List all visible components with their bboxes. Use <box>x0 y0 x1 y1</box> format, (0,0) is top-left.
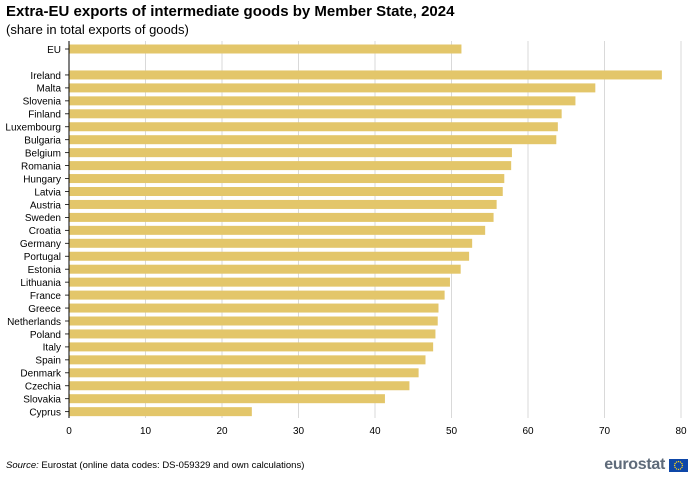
x-tick-label: 10 <box>140 426 152 437</box>
bar <box>69 264 461 274</box>
category-label: Estonia <box>28 265 62 276</box>
eurostat-wordmark: eurostat <box>604 456 665 473</box>
bar <box>69 225 486 235</box>
bar <box>69 381 410 391</box>
category-label: Bulgaria <box>24 136 61 147</box>
x-tick-label: 80 <box>675 426 687 437</box>
bar <box>69 212 494 222</box>
category-label: Slovakia <box>23 395 61 406</box>
bar <box>69 199 497 209</box>
bar <box>69 316 438 326</box>
x-tick-label: 60 <box>522 426 534 437</box>
eurostat-logo: eurostat <box>604 456 688 474</box>
bar <box>69 238 473 248</box>
bar <box>69 368 419 378</box>
bar <box>69 96 576 106</box>
category-label: Czechia <box>25 382 62 393</box>
bar <box>69 161 512 171</box>
category-label: Slovenia <box>23 97 62 108</box>
category-label: Malta <box>37 84 62 95</box>
category-label: Belgium <box>25 148 61 159</box>
category-label: Germany <box>20 239 61 250</box>
source-text: Eurostat (online data codes: DS-059329 a… <box>38 460 305 471</box>
bar <box>69 44 462 54</box>
bar <box>69 174 505 184</box>
bar <box>69 394 385 404</box>
bar <box>69 303 439 313</box>
category-label: Lithuania <box>20 278 61 289</box>
bar <box>69 135 557 145</box>
bar <box>69 355 426 365</box>
category-label: Portugal <box>24 252 61 263</box>
category-label: Poland <box>30 330 61 341</box>
category-label: Greece <box>28 304 61 315</box>
category-label: Cyprus <box>29 407 61 418</box>
x-tick-label: 30 <box>293 426 305 437</box>
bar <box>69 187 503 196</box>
x-tick-label: 20 <box>216 426 228 437</box>
bar <box>69 122 558 132</box>
bar <box>69 329 436 339</box>
source-label: Source: <box>6 460 39 471</box>
category-label: Ireland <box>30 71 61 82</box>
category-label: Netherlands <box>7 317 61 328</box>
category-label: Italy <box>43 343 61 354</box>
category-label: France <box>30 291 62 302</box>
bar <box>69 277 450 287</box>
x-tick-label: 40 <box>369 426 381 437</box>
chart-subtitle: (share in total exports of goods) <box>6 22 189 37</box>
bar <box>69 109 562 119</box>
eu-flag-icon <box>669 458 688 472</box>
category-label: Romania <box>21 161 61 172</box>
category-label: Sweden <box>25 213 61 224</box>
bar <box>69 70 662 80</box>
chart-title: Extra-EU exports of intermediate goods b… <box>6 3 455 20</box>
category-label: Croatia <box>29 226 62 237</box>
category-label: Finland <box>28 110 61 121</box>
source-note: Source: Eurostat (online data codes: DS-… <box>6 460 304 471</box>
x-tick-label: 0 <box>66 426 72 437</box>
x-tick-label: 50 <box>446 426 458 437</box>
category-label: Austria <box>30 200 62 211</box>
bar <box>69 148 512 158</box>
category-label: EU <box>47 45 61 56</box>
category-label: Latvia <box>34 187 61 198</box>
x-tick-label: 70 <box>599 426 611 437</box>
bar <box>69 342 434 352</box>
bar <box>69 407 252 417</box>
category-label: Luxembourg <box>5 123 61 134</box>
category-label: Spain <box>35 356 61 367</box>
category-label: Denmark <box>20 369 62 380</box>
bar <box>69 83 596 93</box>
bar <box>69 251 470 261</box>
category-label: Hungary <box>23 174 61 185</box>
bar <box>69 290 445 300</box>
